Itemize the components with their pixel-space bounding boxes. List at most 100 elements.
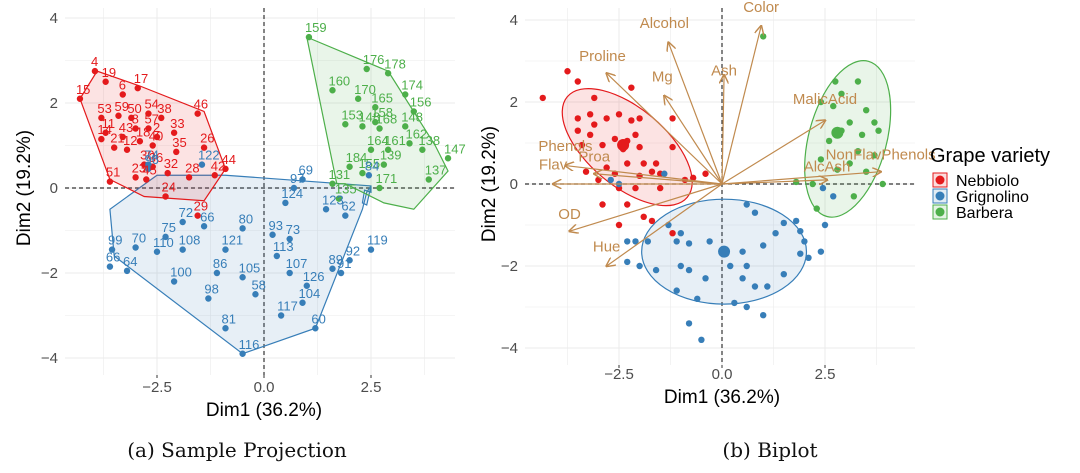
data-point bbox=[211, 172, 218, 179]
point-label: 124 bbox=[281, 186, 303, 201]
point-label: 43 bbox=[119, 120, 133, 135]
data-point bbox=[591, 94, 598, 102]
data-point bbox=[239, 274, 246, 281]
data-point bbox=[698, 336, 705, 343]
point-label: 178 bbox=[384, 56, 406, 71]
point-label: 96 bbox=[144, 152, 158, 167]
data-point bbox=[743, 303, 750, 311]
data-point bbox=[648, 217, 656, 225]
variable-arrow bbox=[664, 96, 723, 185]
data-point bbox=[329, 87, 336, 94]
data-point bbox=[149, 142, 156, 149]
data-point bbox=[632, 131, 639, 138]
data-point bbox=[363, 65, 370, 73]
point-label: 59 bbox=[114, 99, 128, 114]
point-label: 80 bbox=[239, 211, 253, 226]
data-point bbox=[342, 212, 349, 219]
data-point bbox=[727, 262, 734, 270]
data-point bbox=[578, 141, 586, 149]
point-label: 159 bbox=[305, 20, 327, 35]
legend-marker-nebbiolo bbox=[935, 175, 945, 185]
point-label: 100 bbox=[170, 265, 192, 280]
data-point bbox=[205, 295, 212, 302]
point-label: 92 bbox=[346, 243, 360, 258]
point-label: 35 bbox=[172, 135, 186, 150]
point-label: 168 bbox=[376, 112, 398, 127]
point-label: 72 bbox=[179, 205, 193, 220]
data-point bbox=[337, 269, 345, 277]
point-label: 93 bbox=[269, 218, 283, 233]
data-point bbox=[632, 238, 639, 245]
point-label: 153 bbox=[341, 107, 363, 122]
data-point bbox=[760, 312, 767, 319]
data-point bbox=[599, 201, 606, 208]
data-point bbox=[322, 206, 330, 213]
point-label: 137 bbox=[425, 163, 447, 178]
point-label: 117 bbox=[277, 299, 298, 314]
point-label: 30 bbox=[140, 148, 154, 163]
data-point bbox=[797, 227, 804, 235]
data-point bbox=[376, 125, 383, 132]
data-point bbox=[384, 70, 392, 77]
point-label: 91 bbox=[337, 256, 351, 271]
variable-label: NonFlavPhenols bbox=[826, 146, 936, 163]
data-point bbox=[365, 172, 373, 179]
point-label: 89 bbox=[328, 252, 342, 267]
data-point bbox=[751, 209, 759, 216]
caption-right: (b) Biplot bbox=[722, 438, 817, 462]
data-point bbox=[290, 184, 298, 192]
data-point bbox=[830, 102, 837, 110]
legend-marker-barbera bbox=[935, 207, 945, 217]
y-axis-title: Dim2 (19.2%) bbox=[479, 126, 500, 242]
data-point bbox=[603, 115, 610, 122]
variable-label: OD bbox=[558, 206, 581, 223]
data-point bbox=[739, 248, 746, 255]
point-label: 98 bbox=[204, 282, 218, 297]
data-point bbox=[792, 178, 800, 186]
variable-arrow bbox=[668, 43, 723, 185]
data-point bbox=[286, 235, 293, 243]
point-label: 44 bbox=[221, 152, 235, 167]
point-label: 165 bbox=[371, 90, 393, 105]
data-point bbox=[780, 271, 787, 278]
hull-grignolino bbox=[109, 174, 372, 355]
point-label: 64 bbox=[123, 254, 137, 269]
point-label: 116 bbox=[239, 337, 260, 352]
data-point bbox=[213, 269, 221, 277]
centroid-nebbiolo bbox=[617, 139, 630, 152]
x-tick-label: 2.5 bbox=[361, 379, 382, 396]
data-point bbox=[731, 299, 738, 307]
point-label: 57 bbox=[144, 112, 158, 127]
centroid-grignolino bbox=[718, 245, 731, 258]
point-label: 123 bbox=[322, 192, 344, 207]
data-point bbox=[111, 144, 118, 151]
point-label: 2 bbox=[153, 120, 160, 135]
point-label: 62 bbox=[341, 199, 355, 214]
point-label: 70 bbox=[132, 231, 146, 246]
data-point bbox=[342, 121, 349, 128]
data-point bbox=[402, 91, 409, 98]
data-point bbox=[636, 262, 643, 270]
point-label: 107 bbox=[286, 256, 308, 271]
point-label: 19 bbox=[102, 65, 116, 80]
data-point bbox=[595, 176, 602, 184]
point-label: 69 bbox=[299, 163, 313, 178]
data-point bbox=[162, 193, 169, 200]
data-point bbox=[677, 230, 684, 237]
y-tick-label: 4 bbox=[510, 12, 518, 29]
data-point bbox=[179, 218, 186, 226]
data-point bbox=[136, 138, 144, 145]
data-point bbox=[170, 278, 178, 285]
point-label: 15 bbox=[76, 82, 90, 97]
data-point bbox=[875, 127, 882, 134]
point-label: 58 bbox=[251, 277, 265, 292]
data-point bbox=[792, 217, 800, 225]
legend-label-grignolino: Grignolino bbox=[956, 189, 1029, 206]
x-tick-label: 0.0 bbox=[712, 366, 733, 383]
data-point bbox=[162, 233, 169, 241]
x-tick-label: −2.5 bbox=[142, 379, 172, 396]
point-label: 81 bbox=[221, 311, 235, 326]
point-label: 170 bbox=[354, 82, 376, 97]
data-point bbox=[846, 119, 853, 126]
data-point bbox=[702, 170, 709, 177]
